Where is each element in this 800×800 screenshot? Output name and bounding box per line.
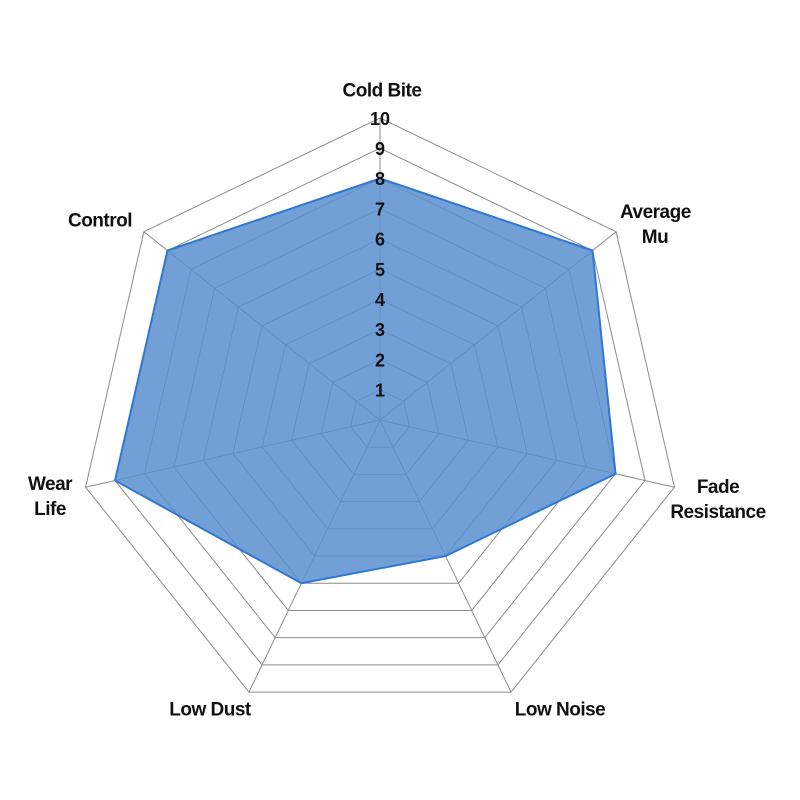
r-tick-label: 9 [375, 139, 385, 159]
r-tick-label: 3 [375, 320, 385, 340]
r-tick-label: 2 [375, 350, 385, 370]
category-label: Low Dust [169, 699, 251, 721]
r-tick-label: 6 [375, 230, 385, 250]
r-tick-label: 4 [375, 290, 385, 310]
category-label: Control [67, 210, 133, 232]
r-tick-label: 5 [375, 260, 385, 280]
data-area [113, 177, 617, 585]
r-tick-label: 7 [375, 199, 385, 219]
r-tick-label: 10 [370, 109, 390, 129]
category-label: Wear Life [27, 474, 73, 520]
r-tick-label: 8 [375, 169, 385, 189]
category-label: Low Noise [514, 699, 606, 721]
category-label: Cold Bite [342, 80, 422, 102]
category-label: Average Mu [620, 202, 691, 248]
r-tick-label: 1 [375, 381, 385, 401]
category-label: Fade Resistance [670, 477, 766, 523]
grid-ring [85, 117, 675, 693]
